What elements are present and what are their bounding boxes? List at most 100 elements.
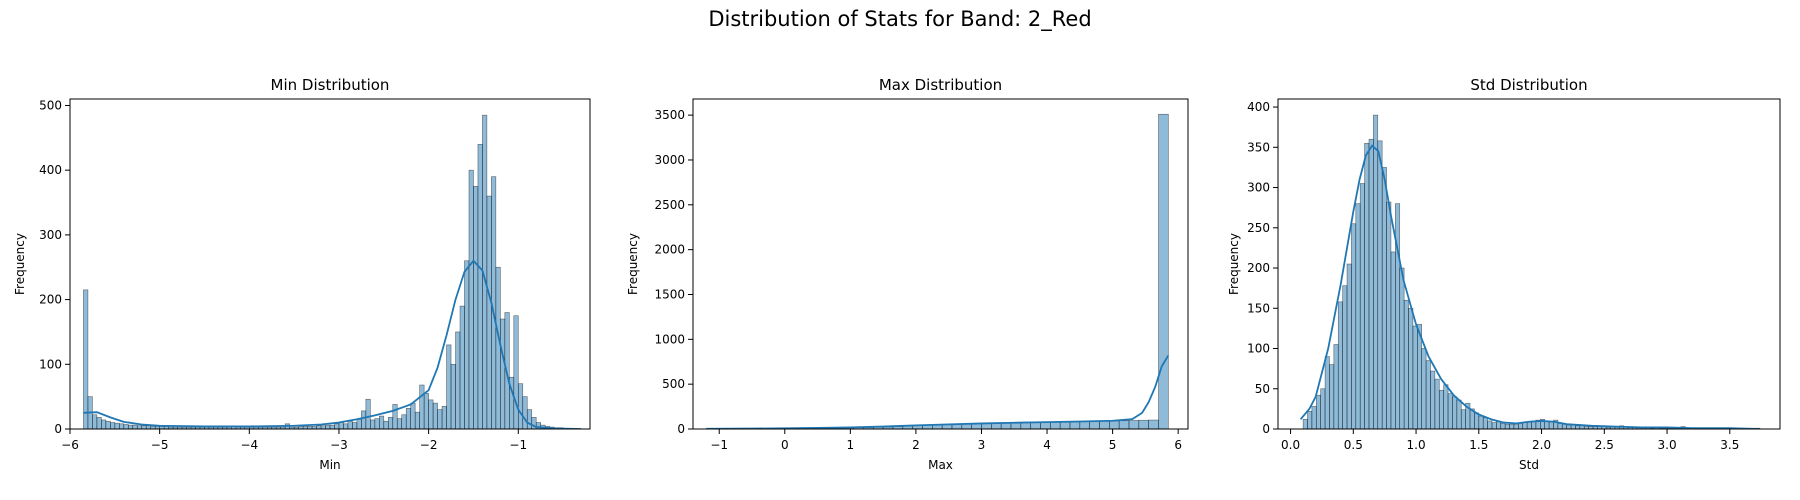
kde-line (1299, 144, 1758, 429)
plot-area (83, 114, 582, 429)
histogram-bar (441, 406, 447, 429)
x-tick-label: 3.0 (1658, 438, 1677, 452)
histogram-panel-1: −1 0 1 2 3 4 5 6 0 500 1000 1500 2000 2500 3000 3500 Max… (626, 76, 1189, 472)
histogram-bar (423, 393, 429, 429)
x-tick-label: 2.0 (1532, 438, 1551, 452)
histogram-bar (83, 289, 89, 429)
histogram-bar (1069, 421, 1081, 429)
histogram-bar (132, 424, 138, 429)
histogram-bar (356, 418, 362, 429)
histogram-bar (1518, 423, 1524, 429)
histogram-bar (370, 419, 376, 429)
histogram-bar (1513, 423, 1519, 429)
histogram-bar (1337, 301, 1343, 429)
y-tick-label: 3000 (654, 153, 685, 167)
histogram-bar (1381, 167, 1387, 429)
x-tick-label: −3 (330, 438, 348, 452)
x-tick-label: −6 (61, 438, 79, 452)
histogram-bar (401, 414, 407, 429)
kde-line (706, 355, 1170, 429)
histogram-bar (1403, 299, 1409, 429)
histogram-bar (123, 424, 129, 429)
histogram-bar (1329, 364, 1335, 429)
histogram-bar (392, 404, 398, 429)
histogram-bar (92, 414, 98, 429)
x-tick-label: 2.5 (1595, 438, 1614, 452)
histogram-bar (329, 424, 335, 429)
histogram-bar (1443, 384, 1449, 429)
y-tick-label: 1000 (654, 332, 685, 346)
y-tick-label: 400 (1247, 100, 1270, 114)
histogram-bar (1351, 223, 1357, 429)
y-tick-label: 100 (1247, 342, 1270, 356)
histogram-bar (432, 402, 438, 429)
histogram-bar (1390, 251, 1396, 429)
histogram-bar (1089, 421, 1100, 429)
histogram-bar (1478, 415, 1484, 429)
histogram-bar (1109, 420, 1120, 429)
subplot-title: Max Distribution (879, 76, 1002, 94)
y-tick-label: 300 (1247, 181, 1270, 195)
y-tick-label: 50 (1255, 382, 1270, 396)
histogram-bar (526, 409, 533, 429)
histogram-bar (1373, 114, 1379, 429)
y-tick-label: 1500 (654, 287, 685, 301)
histogram-bar (1040, 422, 1051, 429)
histogram-bar (383, 420, 389, 429)
y-tick-label: 0 (677, 422, 685, 436)
kde-line (83, 259, 582, 429)
histogram-bar (1509, 423, 1515, 429)
histogram-bar (1311, 406, 1317, 429)
x-tick-label: 1.5 (1469, 438, 1488, 452)
y-tick-label: 200 (1247, 261, 1270, 275)
x-tick-label: 0 (781, 438, 789, 452)
histogram-bar (428, 399, 434, 429)
x-tick-label: 2 (912, 438, 920, 452)
x-tick-label: 6 (1174, 438, 1182, 452)
histogram-bar (119, 423, 125, 429)
x-axis-label: Max (928, 458, 953, 472)
x-tick-label: 0.0 (1281, 438, 1300, 452)
axes-frame (69, 98, 591, 430)
y-tick-label: 0 (54, 422, 62, 436)
axes-frame (1277, 98, 1781, 430)
histogram-bar (464, 260, 470, 429)
histogram-bar (473, 186, 479, 429)
y-tick-label: 150 (1247, 301, 1270, 315)
histogram-bar (1460, 409, 1466, 429)
histogram-bar (1482, 417, 1488, 429)
histogram-bar (1346, 263, 1352, 429)
plot-area (705, 113, 1170, 429)
histogram-bar (991, 422, 1002, 429)
histogram-bar (1526, 421, 1532, 429)
axes-frame (692, 98, 1189, 430)
plot-area (1299, 114, 1761, 429)
histogram-bar (1487, 420, 1493, 429)
y-tick-label: 2500 (654, 198, 685, 212)
histogram-bar (1059, 421, 1071, 429)
histogram-bar (1118, 420, 1130, 429)
histogram-bar (1548, 421, 1554, 429)
y-tick-label: 3500 (654, 108, 685, 122)
histogram-bar (365, 398, 371, 429)
histogram-bar (396, 418, 403, 429)
histogram-bar (343, 423, 349, 429)
histogram-bar (1307, 410, 1313, 429)
histogram-bar (334, 423, 340, 429)
histogram-bar (379, 415, 385, 429)
histogram-bar (1417, 324, 1423, 429)
histogram-bar (419, 384, 425, 429)
histogram-bar (1315, 394, 1321, 429)
histogram-bar (1342, 285, 1348, 429)
x-tick-label: 1.0 (1407, 438, 1426, 452)
y-tick-label: 2000 (654, 243, 685, 257)
y-axis-label: Frequency (1227, 233, 1241, 295)
y-tick-label: 500 (39, 98, 62, 112)
histogram-bar (1364, 142, 1370, 429)
histogram-bar (1412, 325, 1418, 429)
histogram-bar (114, 422, 120, 429)
histogram-bar (110, 422, 116, 429)
histogram-bar (1333, 344, 1339, 429)
